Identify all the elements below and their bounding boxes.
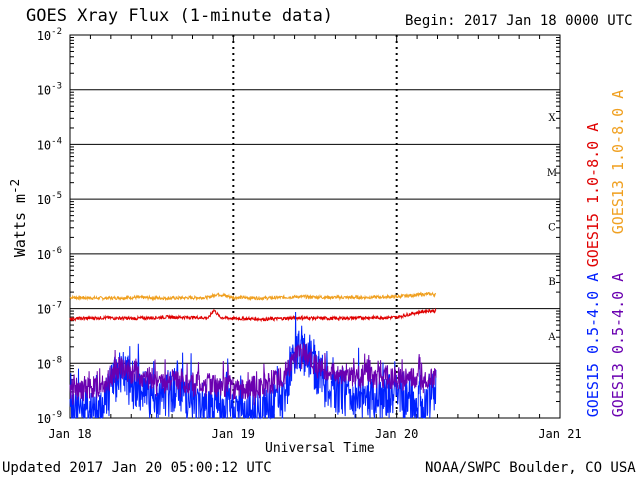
- y-tick-label: 10-5: [37, 191, 62, 207]
- legend-entry: GOES13 1.0-8.0 A: [609, 90, 627, 235]
- y-tick-exponent: -6: [51, 246, 62, 256]
- y-tick-exponent: -7: [51, 301, 62, 311]
- y-tick-label: 10-9: [37, 410, 62, 426]
- y-tick-base: 10: [37, 84, 51, 98]
- y-tick-label: 10-6: [37, 246, 62, 262]
- y-tick-exponent: -8: [51, 355, 62, 365]
- series-line: [69, 342, 437, 406]
- x-tick-label: Jan 21: [538, 427, 581, 441]
- flare-class-label: X: [548, 113, 556, 124]
- legend-entry: GOES15 1.0-8.0 A: [584, 123, 602, 268]
- y-tick-label: 10-3: [37, 82, 62, 98]
- series-line: [69, 307, 437, 323]
- y-tick-label: 10-2: [37, 27, 62, 43]
- begin-label: Begin: 2017 Jan 18 0000 UTC: [405, 13, 633, 29]
- y-tick-exponent: -4: [51, 136, 62, 146]
- y-tick-base: 10: [37, 248, 51, 262]
- y-tick-base: 10: [37, 193, 51, 207]
- flare-class-label: A: [547, 332, 556, 343]
- y-tick-exponent: -3: [51, 82, 62, 92]
- y-tick-base: 10: [37, 138, 51, 152]
- y-tick-label: 10-7: [37, 301, 62, 317]
- legend-entry: GOES15 0.5-4.0 A: [584, 273, 602, 418]
- y-tick-base: 10: [37, 303, 51, 317]
- y-tick-exponent: -5: [51, 191, 62, 201]
- chart-title: GOES Xray Flux (1-minute data): [26, 6, 334, 26]
- x-tick-label: Jan 19: [212, 427, 255, 441]
- updated-timestamp: Updated 2017 Jan 20 05:00:12 UTC: [2, 460, 272, 476]
- x-tick-label: Jan 20: [375, 427, 418, 441]
- flare-class-label: C: [548, 223, 556, 234]
- x-axis-label: Universal Time: [265, 441, 375, 456]
- flare-class-label: M: [547, 168, 557, 179]
- y-tick-base: 10: [37, 412, 51, 426]
- legend-entry: GOES13 0.5-4.0 A: [609, 273, 627, 418]
- flare-class-label: B: [548, 277, 555, 288]
- y-tick-exponent: -2: [51, 27, 62, 37]
- credit-label: NOAA/SWPC Boulder, CO USA: [425, 460, 636, 476]
- y-tick-label: 10-8: [37, 355, 62, 371]
- y-tick-label: 10-4: [37, 136, 62, 152]
- y-tick-exponent: -9: [51, 410, 62, 420]
- y-tick-base: 10: [37, 357, 51, 371]
- series-line: [69, 291, 437, 302]
- y-tick-base: 10: [37, 29, 51, 43]
- x-tick-label: Jan 18: [48, 427, 91, 441]
